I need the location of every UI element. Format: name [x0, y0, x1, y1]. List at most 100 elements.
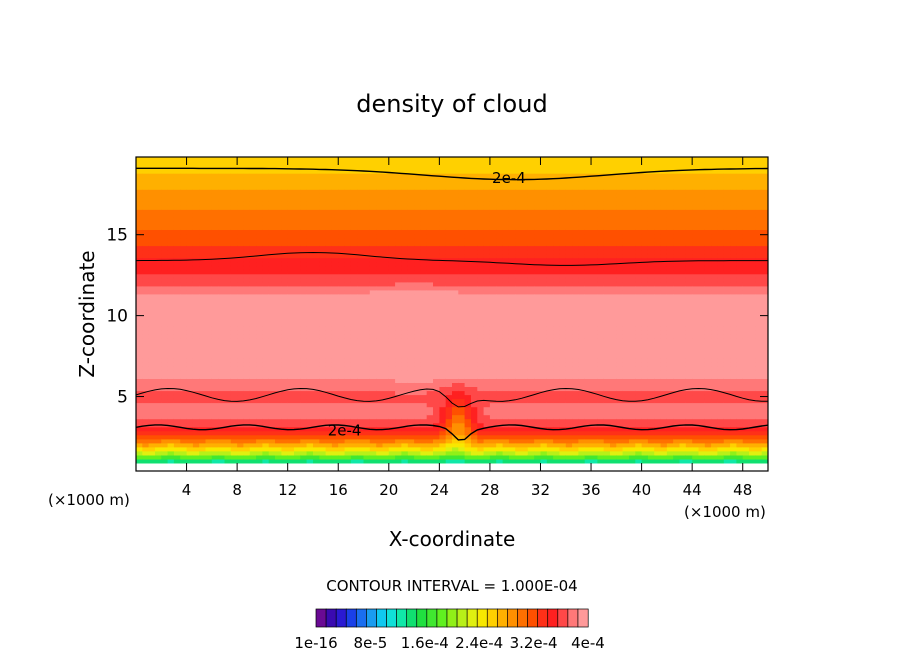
field-cell — [534, 301, 542, 307]
field-cell — [464, 366, 472, 371]
field-cell — [369, 402, 377, 408]
field-cell — [230, 402, 238, 408]
field-cell — [294, 334, 301, 339]
field-cell — [433, 157, 440, 162]
field-cell — [382, 450, 390, 456]
field-cell — [369, 438, 377, 444]
field-cell — [401, 177, 409, 182]
field-cell — [167, 165, 175, 170]
field-cell — [237, 169, 244, 174]
field-cell — [407, 398, 415, 404]
field-cell — [401, 326, 409, 331]
field-cell — [325, 217, 333, 222]
field-cell — [407, 390, 415, 396]
field-cell — [256, 233, 263, 239]
field-cell — [243, 217, 251, 222]
field-cell — [382, 322, 390, 327]
field-cell — [136, 410, 143, 416]
field-cell — [325, 297, 333, 303]
field-cell — [477, 293, 485, 299]
field-cell — [205, 362, 213, 367]
field-cell — [464, 446, 472, 452]
field-cell — [344, 374, 352, 379]
field-cell — [534, 358, 542, 363]
field-cell — [161, 193, 169, 198]
field-cell — [192, 193, 200, 198]
field-cell — [300, 418, 308, 424]
field-cell — [186, 354, 194, 359]
field-cell — [243, 213, 251, 218]
field-cell — [338, 217, 346, 222]
field-cell — [534, 414, 542, 420]
field-cell — [363, 189, 371, 194]
field-cell — [167, 237, 175, 243]
field-cell — [237, 454, 244, 460]
field-cell — [319, 273, 327, 279]
field-cell — [199, 362, 207, 367]
field-cell — [224, 346, 232, 351]
field-cell — [161, 165, 169, 170]
field-cell — [180, 193, 188, 198]
field-cell — [363, 225, 371, 230]
field-cell — [540, 181, 548, 186]
field-cell — [256, 354, 263, 359]
field-cell — [344, 289, 352, 295]
field-cell — [363, 229, 371, 235]
field-cell — [420, 398, 428, 404]
field-cell — [496, 366, 504, 371]
field-cell — [382, 346, 390, 351]
field-cell — [230, 370, 238, 375]
field-cell — [199, 454, 207, 460]
field-cell — [192, 374, 200, 379]
field-cell — [382, 293, 390, 299]
field-cell — [515, 330, 523, 335]
field-cell — [142, 265, 150, 271]
field-cell — [287, 233, 295, 239]
field-cell — [192, 342, 200, 347]
field-cell — [205, 273, 213, 279]
field-cell — [256, 157, 263, 162]
field-cell — [471, 354, 478, 359]
field-cell — [338, 185, 346, 190]
field-cell — [540, 442, 548, 448]
field-cell — [426, 326, 434, 331]
field-cell — [218, 161, 226, 166]
field-cell — [294, 241, 301, 247]
field-cell — [281, 197, 289, 202]
field-cell — [445, 257, 453, 263]
field-cell — [306, 289, 314, 295]
field-cell — [262, 305, 270, 311]
field-cell — [420, 326, 428, 331]
field-cell — [331, 177, 339, 182]
field-cell — [452, 301, 459, 307]
field-cell — [173, 301, 181, 307]
field-cell — [192, 213, 200, 218]
field-cell — [471, 426, 478, 432]
field-cell — [319, 386, 327, 392]
field-cell — [256, 394, 263, 400]
field-cell — [540, 293, 548, 299]
field-cell — [243, 285, 251, 291]
field-cell — [205, 193, 213, 198]
field-cell — [237, 249, 244, 255]
field-cell — [325, 273, 333, 279]
field-cell — [287, 398, 295, 404]
field-cell — [237, 330, 244, 335]
field-cell — [161, 169, 169, 174]
field-cell — [395, 342, 402, 347]
field-cell — [155, 414, 162, 420]
field-cell — [452, 261, 459, 267]
field-cell — [319, 233, 327, 239]
field-cell — [275, 281, 282, 287]
field-cell — [388, 394, 396, 400]
field-cell — [167, 418, 175, 424]
field-cell — [294, 201, 301, 206]
field-cell — [136, 442, 143, 448]
field-cell — [357, 318, 365, 323]
field-cell — [502, 241, 510, 247]
field-cell — [477, 370, 485, 375]
field-cell — [464, 189, 472, 194]
field-cell — [205, 197, 213, 202]
field-cell — [452, 169, 459, 174]
field-cell — [155, 233, 162, 239]
